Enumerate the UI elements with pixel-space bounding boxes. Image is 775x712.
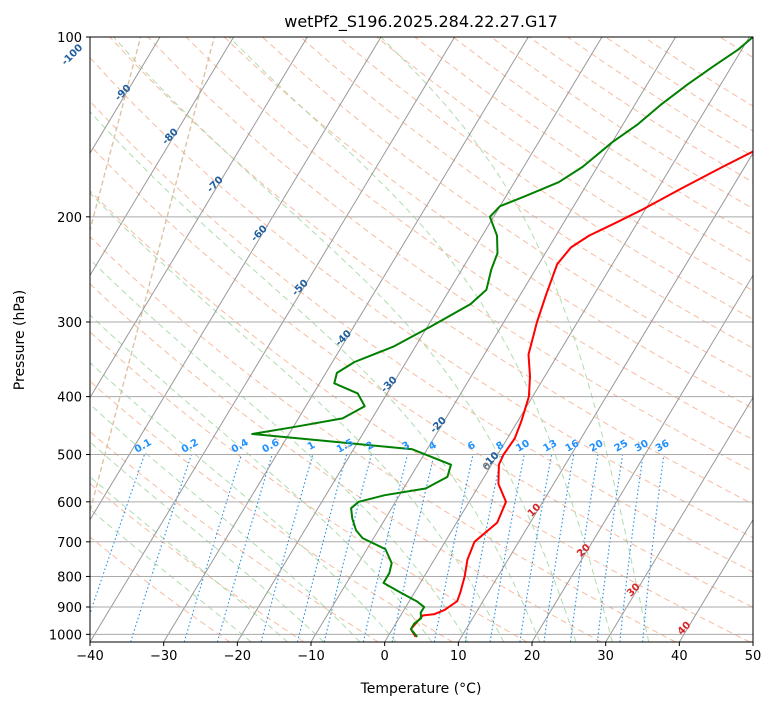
- isotherm: [753, 37, 775, 642]
- isotherm: [0, 37, 13, 642]
- x-tick-label: −30: [150, 649, 177, 664]
- y-tick-label: 400: [57, 391, 82, 406]
- x-axis-label: Temperature (°C): [360, 681, 482, 697]
- y-tick-label: 500: [57, 449, 82, 464]
- x-tick-label: −10: [297, 649, 324, 664]
- x-tick-label: 50: [745, 649, 762, 664]
- isotherm-label: -100: [60, 42, 86, 68]
- x-tick-label: 0: [381, 649, 389, 664]
- plot-background: [90, 37, 753, 642]
- chart-title: wetPf2_S196.2025.284.22.27.G17: [284, 12, 558, 32]
- y-tick-label: 100: [57, 31, 82, 46]
- y-tick-label: 700: [57, 536, 82, 551]
- y-tick-label: 900: [57, 601, 82, 616]
- x-tick-label: −40: [76, 649, 103, 664]
- y-tick-label: 800: [57, 570, 82, 585]
- x-tick-label: 20: [524, 649, 541, 664]
- x-tick-label: −20: [224, 649, 251, 664]
- y-tick-label: 200: [57, 211, 82, 226]
- y-axis-label: Pressure (hPa): [12, 290, 28, 390]
- y-tick-label: 1000: [49, 628, 82, 643]
- x-tick-label: 40: [671, 649, 688, 664]
- y-tick-label: 300: [57, 316, 82, 331]
- y-tick-label: 600: [57, 496, 82, 511]
- x-tick-label: 10: [450, 649, 467, 664]
- x-tick-label: 30: [597, 649, 614, 664]
